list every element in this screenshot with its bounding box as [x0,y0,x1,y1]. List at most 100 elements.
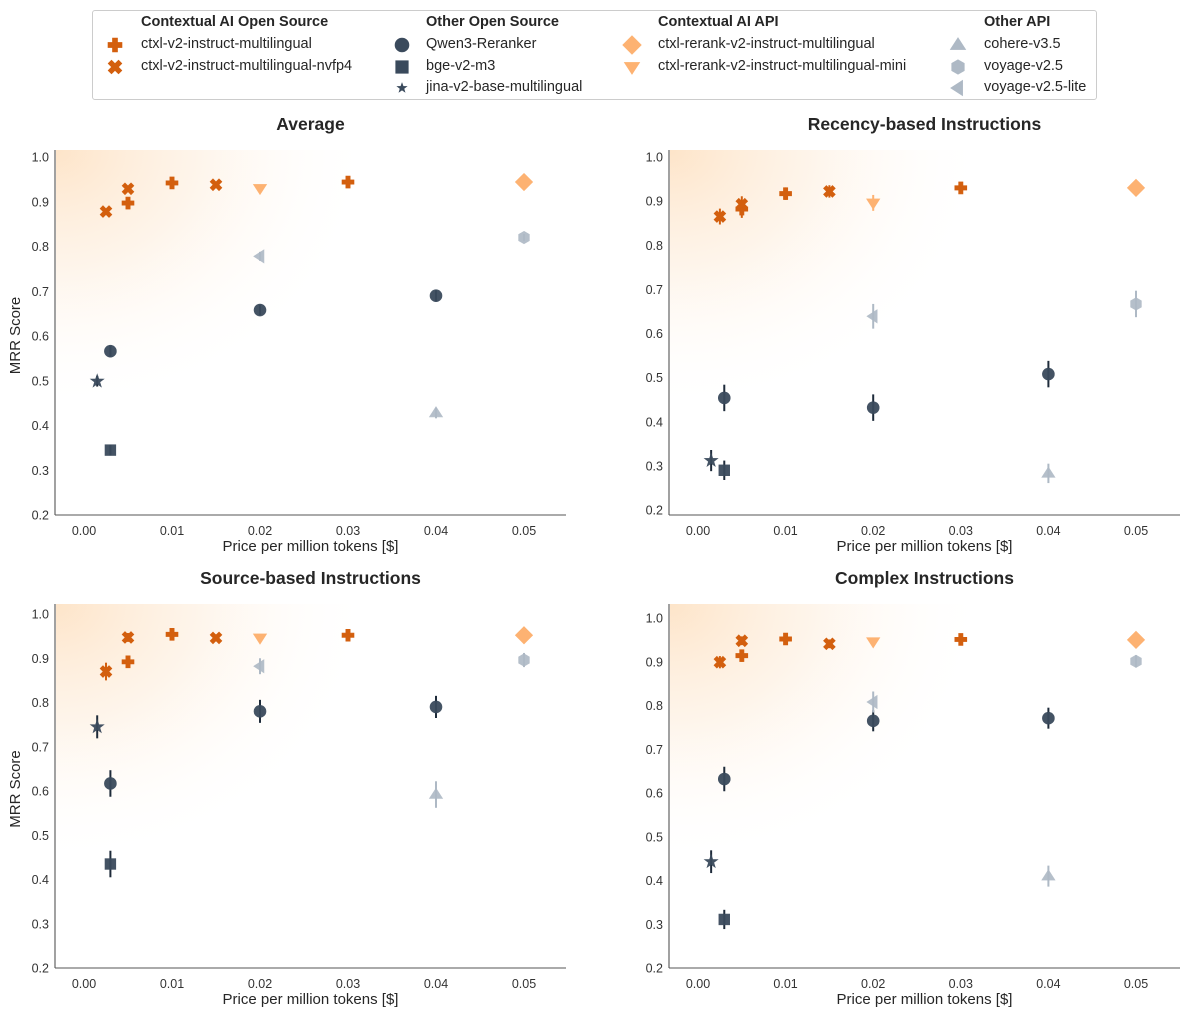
y-tick-label: 0.5 [646,830,663,844]
series-voyage-lite [866,303,878,329]
data-point [866,309,878,324]
x-tick-label: 0.01 [160,977,184,991]
y-tick-label: 0.8 [646,239,663,253]
data-point [99,205,113,218]
series-voyage-lite [253,249,265,264]
data-point [735,634,749,648]
series-cohere [1041,865,1056,887]
data-point [823,637,836,651]
x-tick-label: 0.03 [949,524,973,538]
series-ctxl-v2-nvfp4 [713,634,836,669]
series-bge [104,850,117,878]
y-tick-label: 0.4 [32,873,49,887]
data-point [428,787,444,799]
y-tick-label: 0.6 [646,327,663,341]
x-tick-label: 0.02 [861,524,885,538]
data-point [121,655,135,669]
series-voyage [1130,654,1142,668]
chart-panel: Recency-based Instructions 0.00 0.01 0.02 0.… [646,114,1180,555]
x-tick-label: 0.04 [424,524,448,538]
y-tick-label: 1.0 [32,151,49,165]
data-point [717,391,731,405]
data-point [1042,367,1055,381]
series-jina [703,850,719,874]
data-point [165,628,179,641]
x-tick-label: 0.01 [160,524,184,538]
data-point [104,858,117,870]
data-point [1041,869,1056,881]
chart-title: Average [276,114,345,134]
x-tick-label: 0.04 [1036,977,1060,991]
data-point [779,187,792,200]
y-tick-label: 0.9 [32,652,49,666]
square-marker-icon [395,59,409,74]
x-tick-label: 0.01 [773,977,797,991]
legend-item-label: bge-v2-m3 [426,57,496,74]
series-voyage-lite [253,658,265,675]
x-tick-label: 0.00 [686,524,710,538]
data-point [514,626,534,645]
y-tick-label: 0.4 [32,419,49,433]
y-tick-label: 0.5 [646,371,663,385]
data-point [253,249,265,264]
y-tick-label: 0.7 [646,743,663,757]
y-tick-label: 0.9 [32,195,49,209]
data-point [514,172,534,192]
y-tick-label: 0.5 [32,829,49,843]
data-point [121,631,135,644]
data-point [341,175,355,189]
series-jina [89,373,105,388]
series-ctxl-api-mini [252,184,268,196]
data-point [1042,711,1055,725]
y-tick-label: 0.9 [646,195,663,209]
series-ctxl-api-mini [866,637,881,649]
x-tick-label: 0.00 [72,524,96,538]
legend-item-label: jina-v2-base-multilingual [426,79,583,95]
x-axis-label: Price per million tokens [$] [837,538,1013,555]
x-tick-label: 0.05 [512,977,536,991]
triangle-down-marker-icon [623,61,641,75]
data-point [866,637,881,649]
data-point [735,649,749,662]
x-tick-label: 0.01 [773,524,797,538]
data-point [735,197,749,211]
data-point [703,452,719,467]
x-axis-label: Price per million tokens [$] [223,538,399,555]
series-qwen3 [104,289,443,358]
chart-panel: Source-based Instructions 0.00 0.01 0.02 0.0… [7,568,566,1008]
chart-title: Complex Instructions [835,568,1014,588]
x-tick-label: 0.05 [512,524,536,538]
star-marker-icon [396,82,408,93]
y-tick-label: 0.6 [32,330,49,344]
data-point [954,633,968,646]
series-voyage [1130,290,1142,318]
series-ctxl-api [514,626,534,645]
data-point [121,196,135,210]
series-bge [718,460,730,480]
legend: Contextual AI Open Source ctxl-v2-instruc… [92,10,1097,100]
data-point [717,772,731,786]
y-tick-label: 0.7 [32,740,49,754]
data-point [1126,630,1146,649]
y-tick-label: 0.4 [646,415,663,429]
series-qwen3 [717,360,1055,421]
chart-title: Recency-based Instructions [808,114,1042,134]
y-tick-label: 0.2 [646,504,663,518]
x-tick-label: 0.02 [861,977,885,991]
legend-group-title: Contextual AI API [658,14,779,30]
data-point [866,694,878,710]
data-point [104,444,117,456]
data-point [89,718,105,734]
data-point [779,632,792,646]
y-tick-label: 0.2 [646,962,663,976]
data-point [954,181,968,195]
highlight-region [56,604,373,867]
series-jina [89,715,105,739]
series-qwen3 [104,695,443,797]
data-point [121,182,135,196]
data-point [866,714,880,728]
series-ctxl-api [1126,630,1146,649]
series-cohere [428,406,444,419]
series-bge [104,444,117,456]
highlight-region [56,150,373,413]
